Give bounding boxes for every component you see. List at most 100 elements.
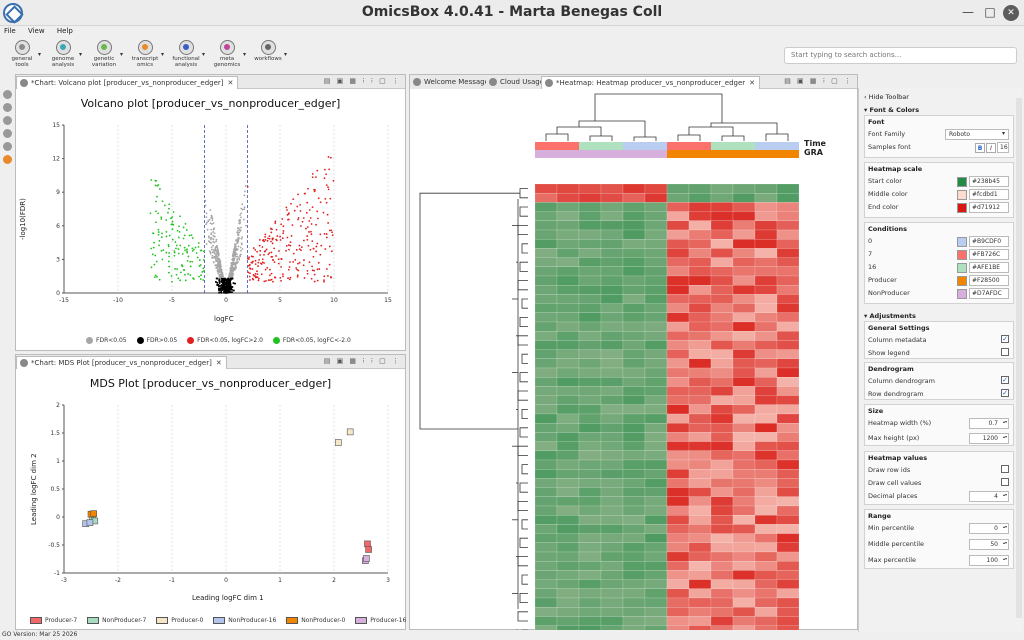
chevron-down-icon[interactable]: ▾ <box>78 51 82 58</box>
volcano-point <box>154 254 157 257</box>
hide-toolbar-link[interactable]: ‹ Hide Toolbar <box>864 93 909 101</box>
export-icons[interactable]: ▤ ▣ ▦ ⁝ ⁝ ▢ ⋮ <box>323 77 401 85</box>
export-icons[interactable]: ▤ ▣ ▦ ⁝ ▢ ⋮ <box>784 77 853 85</box>
chevron-down-icon[interactable]: ▾ <box>37 51 41 58</box>
end-color-input[interactable]: #d71912 <box>969 202 1009 213</box>
volcano-point <box>297 217 300 219</box>
toolbar-button-tools[interactable]: general tools ▾ <box>0 40 44 68</box>
heatmap-cell <box>622 524 646 534</box>
volcano-point <box>216 283 219 286</box>
volcano-point <box>263 253 265 256</box>
show-legend-checkbox[interactable] <box>1001 348 1009 356</box>
volcano-point <box>191 237 194 239</box>
end-color-swatch[interactable] <box>957 202 967 213</box>
tab-cloud[interactable]: Cloud Usage <box>486 76 549 89</box>
heatmap-cell <box>688 505 712 516</box>
condition-swatch[interactable] <box>957 275 967 286</box>
draw-cell-values-checkbox[interactable] <box>1001 478 1009 486</box>
volcano-point <box>231 268 234 271</box>
condition-swatch[interactable] <box>957 262 967 273</box>
min-percentile-spinner[interactable]: 0 <box>969 523 1009 534</box>
decimal-places-spinner[interactable]: 4 <box>969 491 1009 502</box>
max-height-spinner[interactable]: 1200 <box>969 433 1009 444</box>
volcano-point <box>215 257 218 260</box>
max-percentile-spinner[interactable]: 100 <box>969 555 1009 566</box>
chevron-down-icon[interactable]: ▾ <box>283 51 287 58</box>
close-tab-icon[interactable]: ✕ <box>215 359 222 367</box>
column-metadata-checkbox[interactable]: ✓ <box>1001 335 1009 343</box>
heatmap-cell <box>622 358 646 369</box>
side-icon[interactable] <box>3 103 12 112</box>
tab-mds[interactable]: *Chart: MDS Plot [producer_vs_nonproduce… <box>16 356 227 369</box>
font-family-select[interactable]: Roboto <box>945 129 1009 140</box>
condition-color-input[interactable]: #FB726C <box>969 249 1009 260</box>
start-color-swatch[interactable] <box>957 176 967 187</box>
menu-file[interactable]: File <box>4 27 16 35</box>
tab-welcome[interactable]: Welcome Message <box>410 76 493 89</box>
side-icon[interactable] <box>3 129 12 138</box>
condition-color-input[interactable]: #AFE1BE <box>969 262 1009 273</box>
menu-view[interactable]: View <box>27 27 45 35</box>
close-icon[interactable]: ✕ <box>1003 5 1019 21</box>
maximize-icon[interactable]: □ <box>984 5 996 19</box>
minimize-icon[interactable]: — <box>962 5 974 19</box>
font-size-input[interactable]: 16 <box>997 142 1009 153</box>
condition-swatch[interactable] <box>957 236 967 247</box>
row-dendrogram-checkbox[interactable]: ✓ <box>1001 389 1009 397</box>
chevron-down-icon[interactable]: ▾ <box>242 51 246 58</box>
volcano-point <box>266 239 269 242</box>
heatmap-values-heading: Heatmap values <box>868 454 928 462</box>
font-colors-header[interactable]: ▾ Font & Colors <box>864 106 920 114</box>
heatmap-cell <box>732 358 756 369</box>
start-color-input[interactable]: #238b45 <box>969 176 1009 187</box>
chevron-down-icon[interactable]: ▾ <box>201 51 205 58</box>
close-tab-icon[interactable]: ✕ <box>227 79 234 87</box>
toolbar-button-omics[interactable]: transcript omics ▾ <box>123 40 167 68</box>
column-dendrogram-checkbox[interactable]: ✓ <box>1001 376 1009 384</box>
heatmap-cell <box>666 321 690 332</box>
condition-color-input[interactable]: #B9CDF0 <box>969 236 1009 247</box>
draw-row-ids-checkbox[interactable] <box>1001 465 1009 473</box>
heatmap-cell <box>622 616 646 626</box>
middle-color-input[interactable]: #fcdbd1 <box>969 189 1009 200</box>
middle-percentile-spinner[interactable]: 50 <box>969 539 1009 550</box>
volcano-point <box>198 265 201 267</box>
side-icon[interactable] <box>3 142 12 151</box>
heatmap-cell <box>600 515 624 525</box>
tab-volcano[interactable]: *Chart: Volcano plot [producer_vs_nonpro… <box>16 76 239 89</box>
adjustments-header[interactable]: ▾ Adjustments <box>864 312 916 320</box>
row-dendrogram-branch <box>517 445 528 456</box>
condition-color-input[interactable]: #F28500 <box>969 275 1009 286</box>
condition-swatch[interactable] <box>957 288 967 299</box>
side-icon[interactable] <box>3 155 12 164</box>
side-icon[interactable] <box>3 116 12 125</box>
heatmap-cell <box>622 257 646 267</box>
search-actions-input[interactable]: Start typing to search actions... <box>784 47 1017 64</box>
middle-color-swatch[interactable] <box>957 189 967 200</box>
volcano-point <box>257 265 259 267</box>
menu-help[interactable]: Help <box>56 27 73 35</box>
heatmap-cell <box>688 183 712 194</box>
heatmap-cell <box>688 533 712 543</box>
toolbar-button-workflows[interactable]: workflows ▾ <box>246 40 290 62</box>
close-tab-icon[interactable]: ✕ <box>749 79 756 87</box>
toolbar-button-analysis[interactable]: genome analysis ▾ <box>41 40 85 68</box>
condition-swatch[interactable] <box>957 249 967 260</box>
tab-heatmap[interactable]: *Heatmap: Heatmap producer_vs_nonproduce… <box>541 76 761 89</box>
heatmap-cell <box>622 349 646 359</box>
toolbar-button-genomics[interactable]: meta genomics ▾ <box>205 40 249 68</box>
side-icon[interactable] <box>3 90 12 99</box>
italic-button[interactable]: I <box>986 142 996 153</box>
bold-button[interactable]: B <box>975 142 985 153</box>
heatmap-width-spinner[interactable]: 0.7 <box>969 418 1009 429</box>
toolbar-button-variation[interactable]: genetic variation ▾ <box>82 40 126 68</box>
volcano-point <box>269 274 271 277</box>
settings-scrollbar[interactable] <box>1016 98 1022 618</box>
chevron-down-icon[interactable]: ▾ <box>160 51 164 58</box>
toolbar-button-analysis[interactable]: functional analysis ▾ <box>164 40 208 68</box>
condition-color-input[interactable]: #D7AFDC <box>969 288 1009 299</box>
heatmap-cell <box>666 459 690 470</box>
chevron-down-icon[interactable]: ▾ <box>119 51 123 58</box>
export-icons[interactable]: ▤ ▣ ▦ ⁝ ⁝ ▢ ⋮ <box>323 357 401 365</box>
heatmap-cell <box>622 551 646 562</box>
